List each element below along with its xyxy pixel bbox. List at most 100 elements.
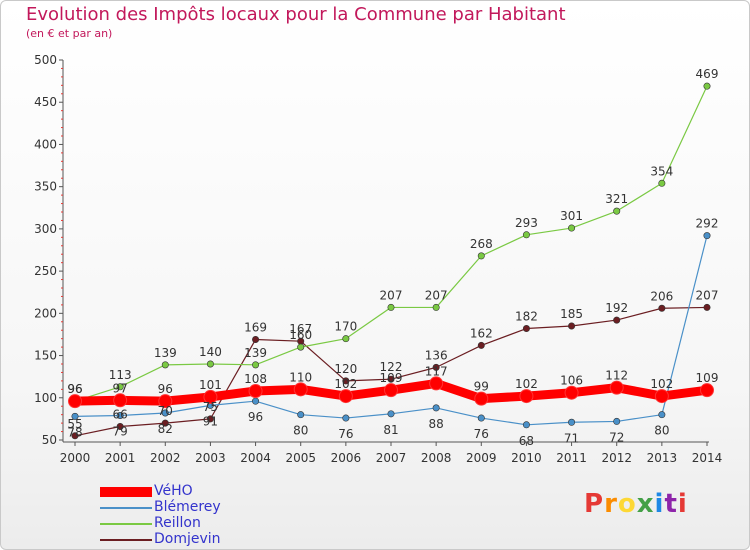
series-point-3 <box>71 432 79 440</box>
data-label: 192 <box>605 301 628 315</box>
data-label: 96 <box>158 382 173 396</box>
series-point-3 <box>613 316 621 324</box>
logo-letter: P <box>584 489 605 519</box>
y-tick-label: 300 <box>34 222 57 236</box>
data-label: 79 <box>113 425 128 439</box>
data-label: 106 <box>560 374 583 388</box>
chart-subtitle: (en € et par an) <box>26 27 113 40</box>
legend: VéHO Blémerey Reillon Domjevin <box>100 483 320 548</box>
y-tick-label: 350 <box>34 180 57 194</box>
series-point-1 <box>613 417 621 425</box>
series-point-0 <box>248 384 263 399</box>
series-point-1 <box>568 418 576 426</box>
series-point-1 <box>522 421 530 429</box>
legend-swatch <box>100 487 152 497</box>
series-point-2 <box>206 360 214 368</box>
series-point-1 <box>703 232 711 240</box>
data-label: 76 <box>474 427 489 441</box>
data-label: 120 <box>334 362 357 376</box>
series-point-0 <box>609 380 624 395</box>
data-label: 68 <box>519 434 534 448</box>
x-tick-label: 2011 <box>556 451 587 465</box>
chart-title: Evolution des Impôts locaux pour la Comm… <box>26 4 566 25</box>
data-label: 268 <box>470 237 493 251</box>
y-tick-label: 100 <box>34 391 57 405</box>
series-point-3 <box>477 341 485 349</box>
data-label: 207 <box>380 288 403 302</box>
series-point-3 <box>387 375 395 383</box>
legend-swatch <box>100 507 152 509</box>
data-label: 162 <box>470 326 493 340</box>
line-chart: 50 100 150 200 250 300 350 400 450 500 2000 2001 200… <box>34 53 723 465</box>
legend-item: VéHO <box>100 483 320 500</box>
y-tick-label: 450 <box>34 95 57 109</box>
x-tick-label: 2001 <box>105 451 136 465</box>
data-label: 109 <box>380 371 403 385</box>
data-label: 110 <box>289 370 312 384</box>
data-label: 469 <box>696 67 719 81</box>
series-point-2 <box>252 361 260 369</box>
data-label: 136 <box>425 348 448 362</box>
series-point-2 <box>568 224 576 232</box>
series-point-0 <box>338 389 353 404</box>
series-point-1 <box>658 411 666 419</box>
logo-letter: r <box>604 489 618 519</box>
x-tick-label: 2010 <box>511 451 542 465</box>
series-point-0 <box>564 385 579 400</box>
series-point-2 <box>387 303 395 311</box>
legend-item: Domjevin <box>100 531 320 548</box>
data-label: 96 <box>67 382 82 396</box>
legend-swatch <box>100 523 152 525</box>
data-label: 96 <box>248 410 263 424</box>
data-label: 101 <box>199 378 222 392</box>
data-label: 102 <box>334 377 357 391</box>
y-tick-label: 200 <box>34 306 57 320</box>
series-point-1 <box>116 412 124 420</box>
logo-letter: i <box>654 489 665 519</box>
data-label: 293 <box>515 216 538 230</box>
data-label: 117 <box>425 364 448 378</box>
data-label: 167 <box>289 322 312 336</box>
data-label: 75 <box>203 400 218 414</box>
y-tick-label: 400 <box>34 137 57 151</box>
data-label: 76 <box>338 427 353 441</box>
data-label: 301 <box>560 209 583 223</box>
series-point-2 <box>297 343 305 351</box>
y-tick-label: 150 <box>34 349 57 363</box>
series-point-3 <box>568 322 576 330</box>
legend-label: Domjevin <box>154 531 221 547</box>
series-point-3 <box>703 303 711 311</box>
legend-item: Reillon <box>100 515 320 532</box>
series-point-3 <box>522 325 530 333</box>
data-label: 70 <box>158 404 173 418</box>
series-point-3 <box>161 419 169 427</box>
series-point-2 <box>477 252 485 260</box>
x-tick-label: 2006 <box>331 451 362 465</box>
x-tick-label: 2014 <box>692 451 723 465</box>
y-tick-label: 500 <box>34 53 57 67</box>
data-label: 160 <box>289 328 312 342</box>
series-point-1 <box>477 414 485 422</box>
data-label: 292 <box>696 217 719 231</box>
x-tick-label: 2005 <box>285 451 316 465</box>
series-point-0 <box>113 393 128 408</box>
x-tick-label: 2003 <box>195 451 226 465</box>
x-tick-label: 2004 <box>240 451 271 465</box>
data-label: 99 <box>474 380 489 394</box>
data-label: 113 <box>109 368 132 382</box>
series-point-0 <box>203 389 218 404</box>
series-point-2 <box>522 231 530 239</box>
series-point-2 <box>342 335 350 343</box>
data-label: 139 <box>154 346 177 360</box>
x-tick-label: 2007 <box>376 451 407 465</box>
data-label: 354 <box>650 164 673 178</box>
data-label: 66 <box>113 407 128 421</box>
series-point-1 <box>387 410 395 418</box>
data-label: 321 <box>605 192 628 206</box>
x-tick-label: 2008 <box>421 451 452 465</box>
data-label: 96 <box>67 382 82 396</box>
series-point-2 <box>432 303 440 311</box>
series-point-0 <box>429 376 444 391</box>
series-point-2 <box>658 179 666 187</box>
